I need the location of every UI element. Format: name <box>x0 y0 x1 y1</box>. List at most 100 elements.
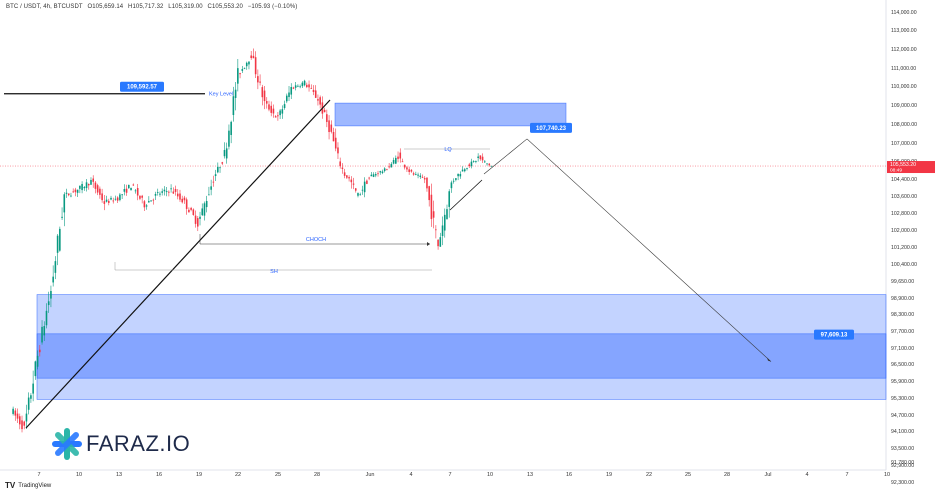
candle-body <box>103 201 106 204</box>
y-tick-label: 113,000.00 <box>891 28 917 34</box>
x-tick-label: Jun <box>366 472 375 478</box>
candle-body <box>96 185 99 193</box>
candle-body <box>163 189 166 192</box>
y-tick-label: 102,800.00 <box>891 211 917 217</box>
candle-body <box>14 410 17 416</box>
x-tick-label: Jul <box>764 472 771 478</box>
candle-body <box>450 182 453 189</box>
candle-body <box>366 180 368 184</box>
candle-body <box>326 114 328 122</box>
x-tick-label: 22 <box>235 472 241 478</box>
candle-body <box>250 55 252 59</box>
candle-body <box>274 116 277 118</box>
candle-body <box>45 310 48 326</box>
candle-body <box>194 215 197 224</box>
candle-body <box>183 197 186 201</box>
candle-body <box>457 173 459 177</box>
candle-body <box>230 121 232 135</box>
candle-body <box>123 189 126 192</box>
candle-body <box>257 76 259 83</box>
candle-body <box>143 201 146 208</box>
candle-body <box>346 175 348 178</box>
candle-body <box>225 148 228 159</box>
projection-up <box>483 138 528 175</box>
symbol-label[interactable]: BTC / USDT, 4h, BTCUSDT <box>6 4 83 10</box>
candle-body <box>145 205 148 207</box>
tradingview-badge[interactable]: TV TradingView <box>5 481 51 490</box>
candle-body <box>415 173 417 175</box>
candle-body <box>121 194 123 196</box>
key-level-price-label: 109,592.57 <box>127 85 158 91</box>
candle-body <box>161 191 163 193</box>
candle-body <box>172 191 175 194</box>
candle-body <box>317 99 319 101</box>
candle-body <box>125 188 128 193</box>
candle-body <box>23 421 26 426</box>
x-tick-label: 19 <box>196 472 202 478</box>
y-tick-label: 98,900.00 <box>891 296 914 302</box>
candle-body <box>181 198 184 203</box>
candle-body <box>248 61 250 65</box>
candle-body <box>455 178 457 180</box>
candle-body <box>308 84 310 88</box>
candle-body <box>70 195 72 197</box>
candle-body <box>34 361 37 377</box>
candle-body <box>268 104 270 110</box>
candle-body <box>294 85 297 88</box>
candle-body <box>283 104 286 109</box>
key-level-label: Key Level <box>209 92 233 98</box>
target-low-label: 97,609.13 <box>821 333 848 339</box>
candle-body <box>292 87 295 89</box>
candle-body <box>310 87 313 89</box>
candle-body <box>212 181 215 183</box>
candle-body <box>165 191 168 193</box>
candle-body <box>139 195 141 199</box>
candle-body <box>377 173 379 175</box>
candle-body <box>439 237 442 247</box>
candle-body <box>285 95 288 102</box>
candle-body <box>94 182 97 189</box>
candle-body <box>50 290 52 299</box>
candle-body <box>234 89 237 98</box>
candle-body <box>272 108 275 114</box>
candle-body <box>52 276 54 283</box>
candle-body <box>203 203 206 216</box>
candle-body <box>116 197 119 201</box>
x-tick-label: 10 <box>884 472 890 478</box>
candle-body <box>241 69 244 71</box>
y-tick-label: 91,780.00 <box>891 460 914 466</box>
candle-body <box>56 235 59 253</box>
candle-body <box>332 131 335 142</box>
candle-body <box>406 167 408 170</box>
candle-body <box>136 188 139 196</box>
candle-body <box>408 169 410 172</box>
candle-body <box>312 89 315 93</box>
candle-body <box>83 187 86 189</box>
candle-body <box>232 96 235 116</box>
target-low-badge <box>814 329 854 340</box>
candle-body <box>361 189 364 191</box>
x-tick-label: 28 <box>314 472 320 478</box>
candle-body <box>188 209 190 213</box>
y-tick-label: 94,100.00 <box>891 429 914 435</box>
supply-zone <box>334 102 567 127</box>
candle-body <box>214 174 217 177</box>
candle-body <box>128 184 130 189</box>
candle-body <box>41 326 43 343</box>
candle-body <box>419 175 422 178</box>
candle-body <box>421 176 424 178</box>
y-tick-label: 109,000.00 <box>891 103 917 109</box>
candle-body <box>168 191 170 193</box>
candle-body <box>174 189 177 192</box>
candle-body <box>435 229 437 231</box>
x-tick-label: 7 <box>845 472 848 478</box>
candle-body <box>208 194 210 196</box>
candle-body <box>196 218 199 227</box>
y-tick-label: 97,700.00 <box>891 329 914 335</box>
faraz-logo-text: FARAZ.IO <box>86 431 191 456</box>
candle-body <box>423 178 426 180</box>
candle-body <box>217 166 219 173</box>
candle-body <box>443 214 446 231</box>
candle-body <box>370 174 373 177</box>
